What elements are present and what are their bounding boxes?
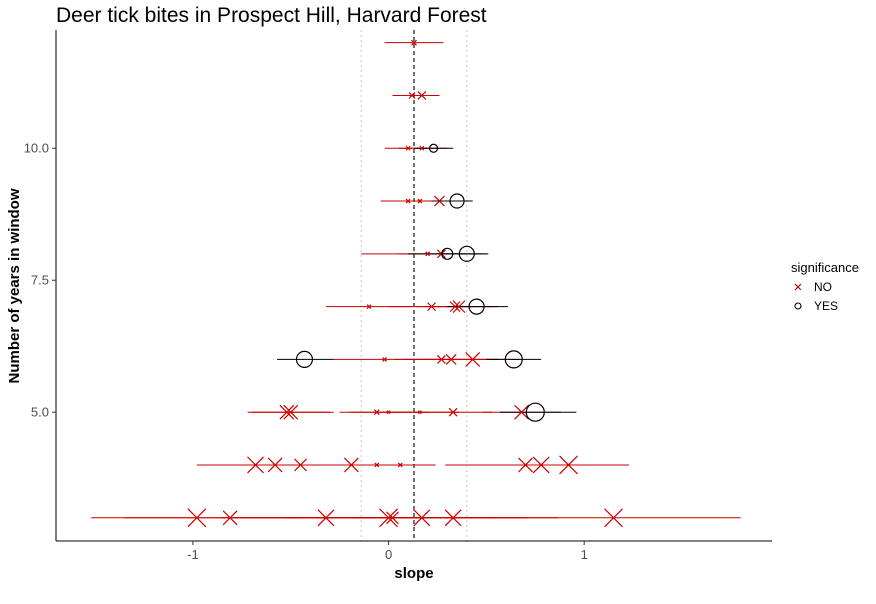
legend-entry-no: NO (794, 280, 832, 294)
point-no-38 (397, 462, 403, 468)
point-no-30 (448, 407, 458, 417)
point-no-36 (343, 457, 359, 473)
point-no-28 (386, 410, 391, 415)
point-no-46 (386, 511, 399, 525)
y-axis-title: Number of years in window (6, 188, 23, 383)
x-tick-label-0: -1 (187, 547, 199, 562)
chart-title: Deer tick bites in Prospect Hill, Harvar… (56, 4, 487, 27)
point-no-27 (373, 409, 380, 416)
point-no-37 (374, 462, 380, 468)
x-ticks: -1 0 1 (187, 541, 588, 562)
point-no-47 (413, 509, 431, 527)
point-no-8 (434, 195, 445, 207)
point-no-4 (419, 145, 425, 151)
error-bars (91, 42, 741, 519)
point-no-45 (379, 508, 398, 528)
point-yes-12 (441, 247, 454, 260)
point-no-29 (417, 410, 422, 415)
point-no-6 (405, 198, 411, 204)
point-no-49 (604, 508, 623, 528)
point-no-42 (187, 508, 207, 528)
point-no-22 (445, 353, 457, 365)
y-tick-label-0: 5.0 (31, 405, 49, 420)
point-no-20 (382, 356, 388, 362)
point-no-43 (222, 510, 238, 526)
legend-title: significance (791, 260, 859, 275)
point-no-31 (514, 404, 530, 420)
point-no-41 (559, 455, 578, 475)
point-no-23 (465, 351, 481, 367)
point-no-48 (444, 509, 462, 527)
point-no-21 (436, 354, 446, 364)
y-tick-label-1: 7.5 (31, 273, 49, 288)
legend: significance NO YES (791, 260, 859, 313)
point-no-33 (247, 456, 264, 474)
point-no-39 (518, 457, 533, 473)
point-yes-18 (468, 298, 485, 315)
point-no-3 (405, 145, 411, 151)
legend-label-no: NO (814, 280, 832, 294)
point-no-25 (279, 404, 295, 420)
point-markers (187, 39, 623, 528)
guide-lines (360, 30, 468, 541)
point-no-15 (427, 302, 437, 312)
point-no-34 (267, 457, 283, 473)
x-axis-title: slope (394, 565, 433, 582)
point-yes-9 (449, 193, 465, 209)
point-yes-19 (295, 350, 314, 369)
point-no-7 (417, 198, 423, 204)
x-tick-label-1: 0 (385, 547, 392, 562)
point-no-14 (366, 304, 372, 310)
legend-key-x-icon (794, 283, 802, 291)
point-no-17 (452, 300, 466, 314)
point-yes-24 (504, 350, 523, 369)
legend-key-circle-icon (794, 302, 802, 310)
y-ticks: 5.0 7.5 10.0 (24, 141, 56, 420)
legend-label-yes: YES (814, 299, 838, 313)
point-no-40 (532, 456, 550, 474)
point-no-26 (283, 404, 299, 420)
y-tick-label-2: 10.0 (24, 141, 49, 156)
legend-entry-yes: YES (794, 299, 838, 313)
point-no-35 (294, 458, 307, 472)
point-yes-32 (525, 402, 545, 422)
point-yes-13 (458, 245, 475, 262)
point-yes-5 (428, 143, 439, 153)
point-no-0 (411, 39, 417, 46)
x-tick-label-2: 1 (581, 547, 588, 562)
point-no-10 (425, 251, 431, 257)
point-no-2 (417, 91, 427, 100)
point-no-16 (449, 301, 461, 313)
point-no-1 (408, 92, 416, 99)
point-no-44 (317, 509, 335, 527)
